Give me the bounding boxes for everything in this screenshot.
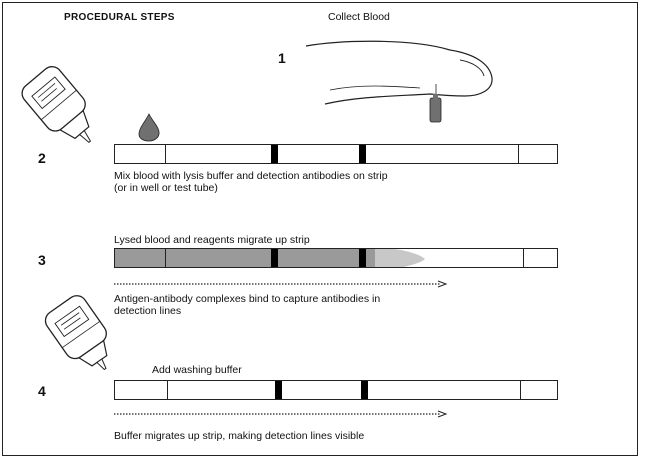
strip-divider: [520, 381, 521, 399]
test-strip-step-4: [114, 380, 558, 400]
strip-divider: [165, 249, 166, 267]
flow-arrow: [114, 280, 448, 288]
step-3-caption-top: Lysed blood and reagents migrate up stri…: [114, 234, 310, 246]
detection-line: [361, 381, 368, 399]
step-4-caption-line1: Buffer migrates up strip, making detecti…: [114, 430, 365, 442]
step-3-number: 3: [38, 252, 46, 268]
step-2-number: 2: [38, 150, 46, 166]
blood-drop-icon: [429, 94, 442, 123]
step-4-number: 4: [38, 383, 46, 399]
detection-line: [271, 145, 278, 163]
step-1-number: 1: [278, 50, 286, 66]
test-strip-step-2: [114, 144, 558, 164]
detection-line: [359, 145, 366, 163]
detection-line: [359, 249, 366, 267]
strip-divider: [167, 381, 168, 399]
detection-line: [275, 381, 282, 399]
reagent-drop-icon: [138, 113, 160, 142]
step-3-caption-line1: Antigen-antibody complexes bind to captu…: [114, 293, 381, 305]
strip-divider: [165, 145, 166, 163]
step-2-caption-line1: Mix blood with lysis buffer and detectio…: [114, 170, 388, 182]
figure-frame: [2, 2, 638, 456]
step-3-caption-line2: detection lines: [114, 305, 182, 317]
strip-divider: [518, 145, 519, 163]
detection-line: [271, 249, 278, 267]
step-2-caption-line2: (or in well or test tube): [114, 182, 218, 194]
figure-title: PROCEDURAL STEPS: [64, 12, 175, 23]
flow-arrow: [114, 410, 448, 418]
washing-dropper-icon: [44, 295, 108, 371]
dropper-bottle-icon: [21, 66, 92, 144]
finger-illustration: [305, 40, 493, 105]
migration-fill: [115, 249, 377, 267]
step-4-caption-top: Add washing buffer: [152, 364, 242, 376]
strip-divider: [523, 249, 524, 267]
migration-front: [375, 249, 425, 267]
collect-blood-label: Collect Blood: [328, 11, 390, 23]
test-strip-step-3: [114, 248, 558, 268]
